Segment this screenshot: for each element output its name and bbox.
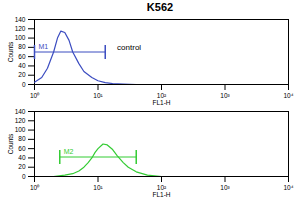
- svg-text:Counts: Counts: [7, 133, 14, 154]
- svg-text:M1: M1: [39, 43, 49, 50]
- svg-text:80: 80: [18, 43, 26, 50]
- svg-text:100: 100: [15, 34, 26, 41]
- svg-text:10⁴: 10⁴: [283, 184, 293, 191]
- svg-text:80: 80: [18, 135, 26, 142]
- svg-text:M2: M2: [64, 148, 74, 155]
- svg-text:FL1-H: FL1-H: [152, 191, 170, 198]
- svg-text:0: 0: [22, 81, 26, 88]
- svg-text:10³: 10³: [220, 184, 230, 191]
- svg-text:10⁰: 10⁰: [30, 92, 40, 99]
- svg-text:20: 20: [18, 163, 26, 170]
- svg-text:10¹: 10¹: [93, 92, 103, 99]
- svg-text:120: 120: [15, 25, 26, 32]
- svg-text:10²: 10²: [156, 92, 167, 100]
- svg-text:120: 120: [15, 117, 26, 124]
- svg-text:10³: 10³: [220, 92, 230, 99]
- svg-text:40: 40: [18, 62, 26, 69]
- svg-text:Counts: Counts: [7, 41, 14, 62]
- svg-text:10⁴: 10⁴: [283, 92, 293, 99]
- svg-text:10⁰: 10⁰: [30, 184, 40, 191]
- svg-text:60: 60: [18, 53, 26, 60]
- svg-text:FL1-H: FL1-H: [152, 99, 170, 106]
- svg-text:10¹: 10¹: [93, 184, 103, 191]
- svg-text:100: 100: [15, 126, 26, 133]
- svg-text:140: 140: [15, 16, 26, 23]
- svg-text:20: 20: [18, 71, 26, 78]
- svg-text:10²: 10²: [156, 184, 167, 192]
- html-text:K562: K562: [146, 1, 174, 13]
- svg-text:60: 60: [18, 145, 26, 152]
- svg-text:140: 140: [15, 108, 26, 115]
- svg-text:0: 0: [22, 173, 26, 180]
- svg-text:40: 40: [18, 154, 26, 161]
- svg-text:control: control: [117, 43, 141, 52]
